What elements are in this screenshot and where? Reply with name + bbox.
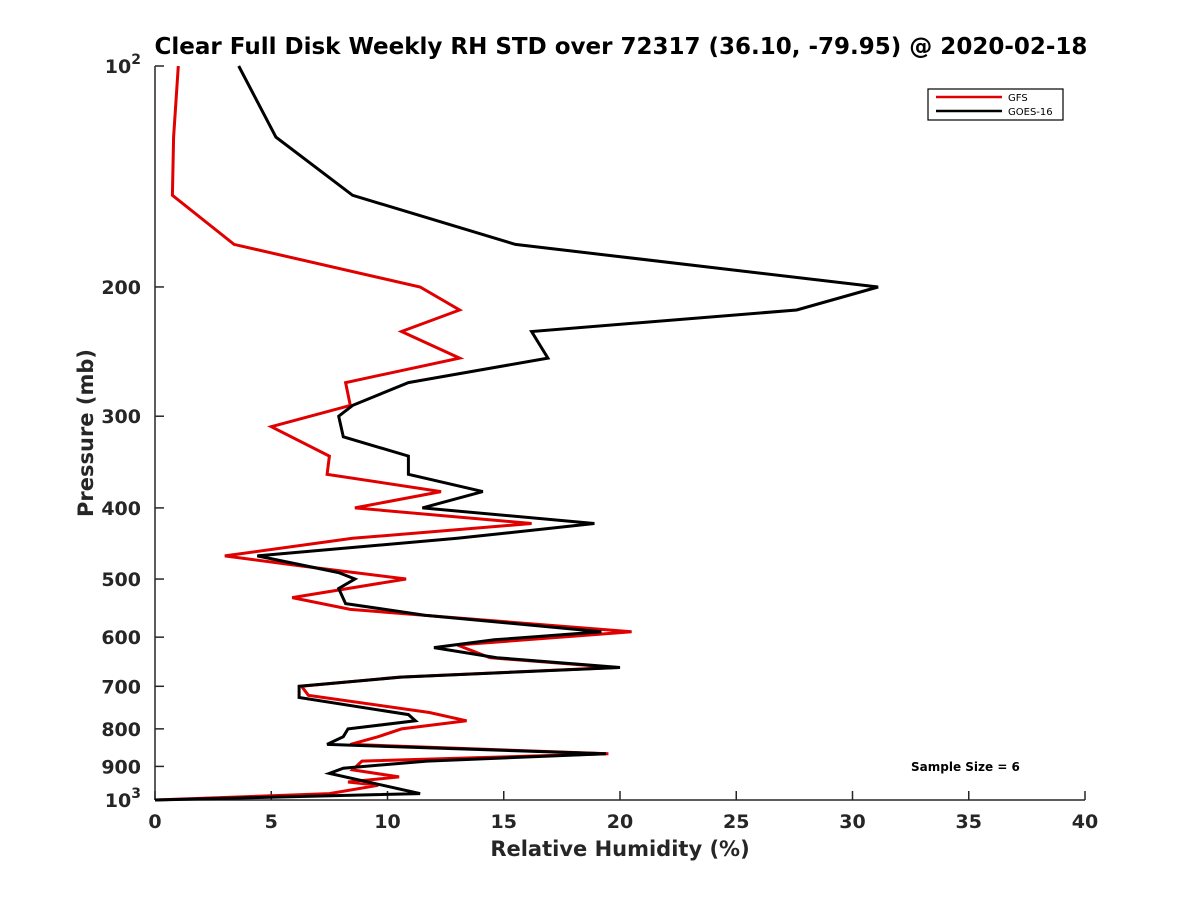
y-tick-label: 800	[101, 719, 141, 741]
y-tick-base: 800	[101, 719, 141, 741]
x-tick-label: 15	[491, 811, 517, 833]
x-tick-label: 10	[374, 811, 400, 833]
y-tick-label: 500	[101, 569, 141, 591]
y-tick-base: 300	[101, 406, 141, 428]
x-tick-label: 30	[839, 811, 865, 833]
legend: GFS GOES-16	[927, 88, 1064, 121]
y-tick-label: 900	[101, 756, 141, 778]
y-tick-base: 10	[105, 790, 131, 812]
y-tick-label: 200	[101, 277, 141, 299]
y-axis-label: Pressure (mb)	[74, 349, 98, 517]
x-tick-label: 40	[1072, 811, 1098, 833]
x-tick-label: 35	[956, 811, 982, 833]
chart-title: Clear Full Disk Weekly RH STD over 72317…	[155, 34, 1088, 60]
sample-size-annotation: Sample Size = 6	[911, 760, 1020, 774]
x-tick-label: 20	[607, 811, 633, 833]
x-tick-label: 0	[148, 811, 161, 833]
y-tick-base: 10	[105, 56, 131, 78]
x-axis-label: Relative Humidity (%)	[490, 837, 749, 861]
y-tick-base: 500	[101, 569, 141, 591]
y-tick-base: 400	[101, 498, 141, 520]
series-lines	[154, 65, 879, 802]
y-tick-exponent: 3	[131, 786, 141, 802]
y-tick-label: 700	[101, 676, 141, 698]
y-tick-label: 102	[105, 52, 141, 78]
y-tick-exponent: 2	[131, 52, 141, 68]
legend-label-gfs: GFS	[1008, 93, 1028, 104]
y-tick-label: 400	[101, 498, 141, 520]
y-tick-label: 600	[101, 627, 141, 649]
y-tick-base: 200	[101, 277, 141, 299]
series-line-goes16	[154, 65, 879, 802]
y-tick-base: 700	[101, 676, 141, 698]
y-tick-base: 900	[101, 756, 141, 778]
y-tick-label: 103	[105, 786, 141, 812]
legend-label-goes16: GOES-16	[1008, 107, 1053, 118]
x-tick-label: 25	[723, 811, 749, 833]
x-axis-ticks: 0 5 10 15 20 25 30 35 40	[148, 791, 1098, 833]
y-tick-base: 600	[101, 627, 141, 649]
legend-box	[927, 88, 1064, 121]
x-tick-label: 5	[265, 811, 278, 833]
y-tick-label: 300	[101, 406, 141, 428]
